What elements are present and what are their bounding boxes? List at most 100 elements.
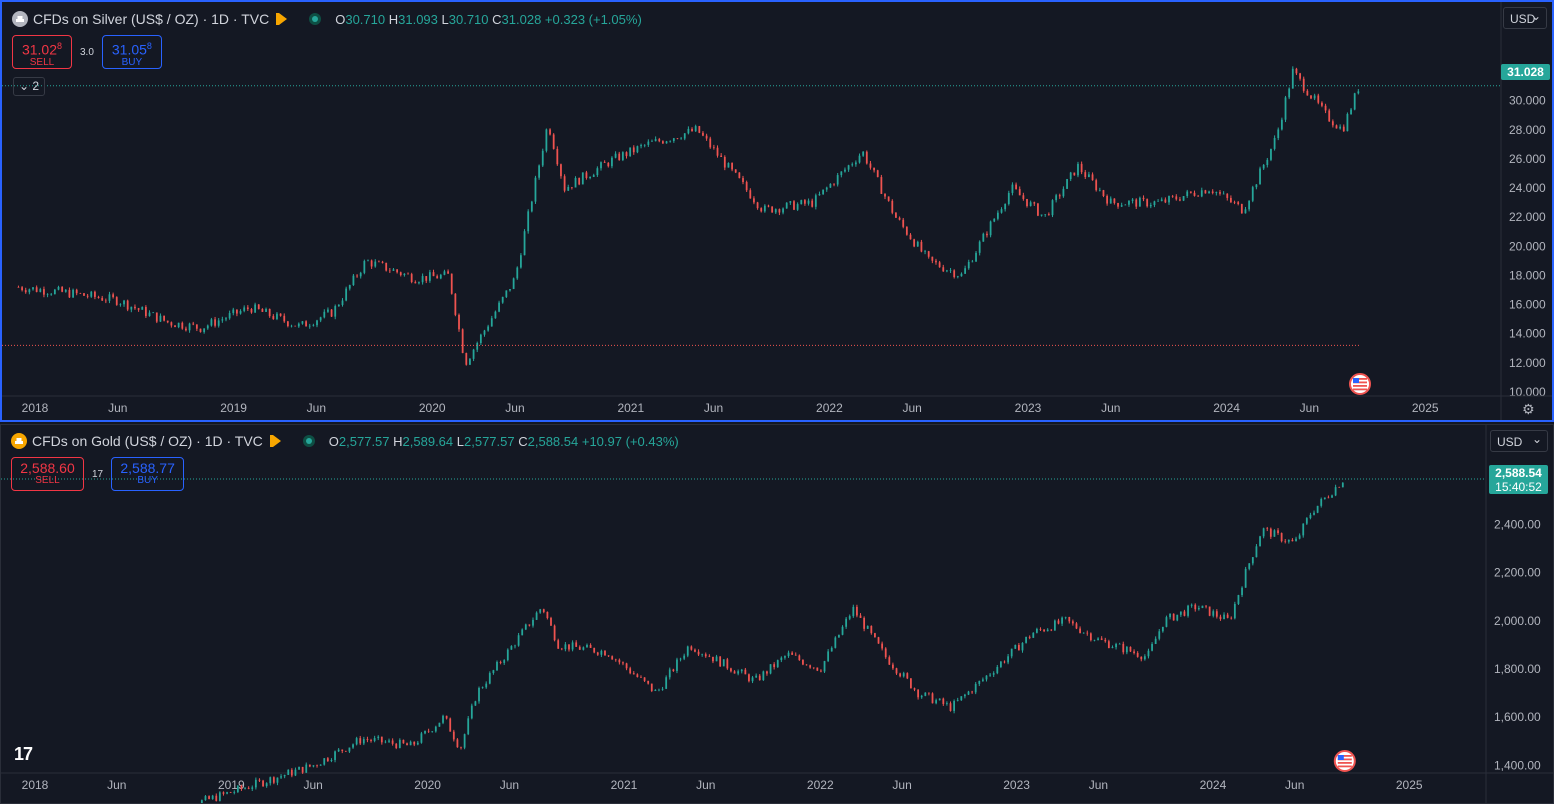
candle-body <box>643 144 646 146</box>
candle-body <box>672 669 675 671</box>
candle-body <box>756 202 759 209</box>
candle-body <box>881 643 884 649</box>
silver-currency-select[interactable]: USD <box>1503 5 1547 29</box>
time-axis-tick-label: 2024 <box>1200 778 1227 792</box>
candle-body <box>1000 209 1003 213</box>
candle-body <box>1086 632 1089 634</box>
candle-body <box>763 205 766 212</box>
candle-body <box>1168 196 1170 203</box>
candle-body <box>344 750 347 752</box>
candle-body <box>730 668 732 672</box>
gold-price-chart[interactable]: 2,400.00 2,200.00 2,000.00 1,800.00 1,600.00… <box>1 425 1553 803</box>
candle-body <box>690 646 693 650</box>
candle-body <box>301 321 304 324</box>
candle-body <box>845 618 848 627</box>
silver-price-chart[interactable]: 32.00030.00028.00026.00024.00022.00020.0… <box>2 2 1552 420</box>
candle-body <box>97 296 100 298</box>
candle-body <box>434 726 437 732</box>
candle-body <box>679 658 682 660</box>
candle-body <box>494 311 497 319</box>
candle-body <box>370 260 373 267</box>
candle-body <box>496 661 498 671</box>
indicators-collapse-button[interactable]: ⌄ 2 <box>13 77 45 96</box>
candle-body <box>805 664 808 666</box>
gold-currency-select[interactable]: USD <box>1490 428 1548 452</box>
candle-body <box>1182 196 1185 201</box>
candle-body <box>1295 538 1297 542</box>
candle-body <box>188 323 191 331</box>
candle-body <box>472 349 475 359</box>
settings-gear-icon[interactable]: ⚙ <box>1522 401 1535 417</box>
candle-body <box>399 272 402 276</box>
candle-body <box>632 673 635 675</box>
candle-body <box>712 147 715 148</box>
candle-body <box>822 189 825 195</box>
silver-last-price-label: 31.028 <box>1501 64 1550 80</box>
candle-body <box>702 132 704 136</box>
gold-chart-pane[interactable]: 2,400.00 2,200.00 2,000.00 1,800.00 1,600.00… <box>0 424 1554 804</box>
candle-body <box>571 642 574 650</box>
candle-body <box>1098 190 1101 191</box>
candle-body <box>214 319 216 326</box>
time-axis-tick-label: Jun <box>892 778 911 792</box>
flag-stripe <box>1337 755 1352 757</box>
candle-body <box>438 722 441 727</box>
candle-body <box>680 138 683 140</box>
candle-body <box>960 696 963 701</box>
candle-body <box>50 294 53 295</box>
candle-body <box>312 765 315 767</box>
gold-buy-button[interactable]: 2,588.77 BUY <box>111 457 185 491</box>
candle-body <box>622 662 624 664</box>
tradingview-logo[interactable]: 17 <box>14 744 33 764</box>
candle-body <box>254 304 257 313</box>
candle-body <box>456 739 459 748</box>
candle-body <box>257 304 260 310</box>
flag-icon[interactable] <box>276 13 288 25</box>
silver-sell-button[interactable]: 31.028 SELL <box>12 35 72 69</box>
candle-body <box>1298 535 1301 539</box>
gold-sell-button[interactable]: 2,588.60 SELL <box>11 457 84 491</box>
candle-body <box>618 153 621 161</box>
silver-buy-button[interactable]: 31.058 BUY <box>101 35 162 69</box>
candle-body <box>946 270 948 272</box>
candle-body <box>450 273 453 294</box>
candle-body <box>505 290 508 297</box>
gold-symbol-title[interactable]: CFDs on Gold (US$ / OZ) · 1D · TVC <box>32 433 263 449</box>
candle-body <box>1044 214 1047 215</box>
candle-body <box>863 617 866 629</box>
candle-body <box>935 260 937 263</box>
candle-body <box>352 744 354 748</box>
candle-body <box>1172 613 1175 621</box>
candle-body <box>395 743 398 748</box>
candle-body <box>844 169 846 172</box>
candle-body <box>807 200 810 204</box>
candle-body <box>964 268 967 274</box>
candle-body <box>398 739 401 748</box>
candle-body <box>280 776 282 778</box>
candle-body <box>1140 656 1143 660</box>
silver-symbol-title[interactable]: CFDs on Silver (US$ / OZ) · 1D · TVC <box>33 11 270 27</box>
candle-body <box>629 668 632 674</box>
candle-body <box>809 665 812 668</box>
candle-body <box>859 615 862 618</box>
flag-icon[interactable] <box>269 435 281 447</box>
candle-body <box>1302 523 1305 536</box>
candle-body <box>794 654 797 656</box>
candle-body <box>373 738 376 741</box>
candle-body <box>852 606 855 617</box>
candle-body <box>818 194 821 196</box>
silver-chart-pane[interactable]: 32.00030.00028.00026.00024.00022.00020.0… <box>0 0 1554 422</box>
candle-body <box>683 655 686 659</box>
candle-body <box>1077 163 1079 176</box>
candle-body <box>363 261 366 273</box>
candle-body <box>603 162 606 163</box>
candle-body <box>35 287 38 292</box>
candle-body <box>337 304 340 307</box>
candle-body <box>836 175 839 185</box>
candle-body <box>432 272 435 277</box>
candle-body <box>86 295 89 297</box>
candle-body <box>1033 202 1036 204</box>
candle-body <box>1248 563 1251 569</box>
candle-body <box>913 688 916 690</box>
time-axis-tick-label: Jun <box>1101 401 1120 415</box>
